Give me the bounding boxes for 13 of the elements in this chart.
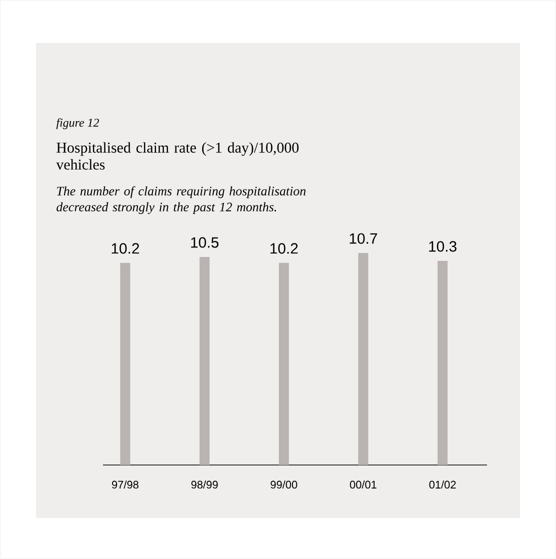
x-tick-label: 00/01 — [350, 480, 376, 489]
chart-title: Hospitalised claim rate (>1 day)/10,000 vehicles — [56, 142, 299, 170]
x-tick-label: 97/98 — [112, 480, 138, 489]
caption: figure 12 — [56, 118, 99, 130]
data-label: 10.2 — [270, 243, 298, 254]
x-tick-label: 99/00 — [270, 480, 298, 489]
x-tick-label: 98/99 — [191, 480, 218, 489]
data-label: 10.5 — [191, 237, 218, 248]
data-label: 10.7 — [350, 233, 378, 244]
chart-subtitle: The number of claims requiring hospitalisation decreased strongly in the past 12 months. — [56, 186, 306, 214]
data-label: 10.3 — [429, 241, 456, 252]
data-label: 10.2 — [112, 243, 140, 254]
x-tick-label: 01/02 — [429, 480, 456, 489]
